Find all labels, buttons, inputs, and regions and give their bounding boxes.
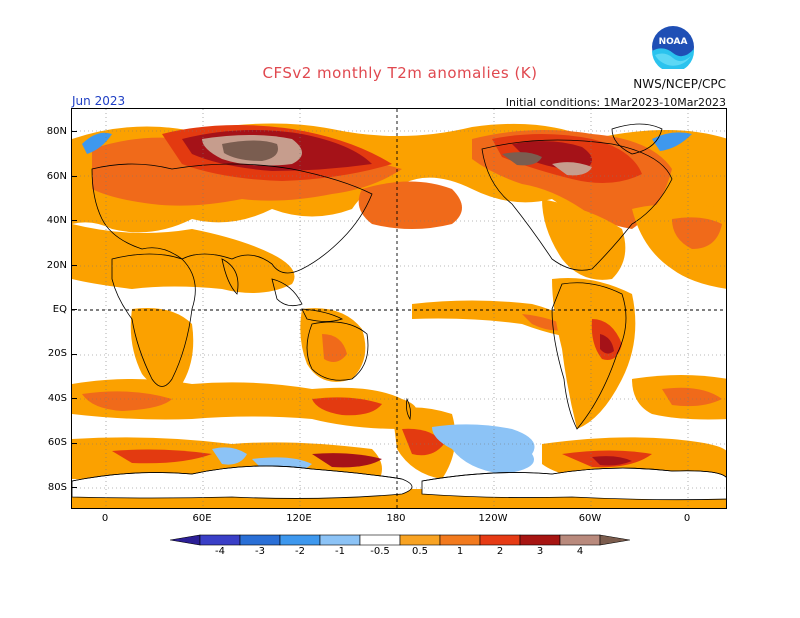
lat-label-20s: 20S	[47, 348, 67, 359]
lat-label-60s: 60S	[47, 437, 67, 448]
colorbar-label-neg4: -4	[215, 546, 225, 557]
noaa-logo-icon: NOAA	[652, 26, 694, 69]
colorbar-label-neg3: -3	[255, 546, 265, 557]
lat-label-80s: 80S	[47, 482, 67, 493]
lon-label-0-west: 0	[101, 513, 109, 524]
lon-label-60e: 60E	[192, 513, 212, 524]
noaa-logo-text: NOAA	[659, 37, 688, 47]
lat-label-60n: 60N	[46, 171, 67, 182]
colorbar-label-1: 1	[456, 546, 464, 557]
lat-label-40n: 40N	[46, 215, 67, 226]
lon-label-120w: 120W	[478, 513, 508, 524]
anomaly-map	[71, 108, 727, 509]
chart-title: CFSv2 monthly T2m anomalies (K)	[262, 64, 538, 82]
lat-label-40s: 40S	[47, 393, 67, 404]
lon-label-60w: 60W	[578, 513, 602, 524]
lon-label-180: 180	[386, 513, 406, 524]
agency-label: NWS/NCEP/CPC	[633, 77, 726, 91]
colorbar	[170, 534, 630, 546]
lon-label-0-east: 0	[683, 513, 691, 524]
colorbar-label-0-5: 0.5	[412, 546, 428, 557]
colorbar-label-3: 3	[536, 546, 544, 557]
colorbar-label-neg2: -2	[295, 546, 305, 557]
colorbar-label-neg1: -1	[335, 546, 345, 557]
initial-conditions: Initial conditions: 1Mar2023-10Mar2023	[505, 96, 726, 109]
lon-label-120e: 120E	[286, 513, 312, 524]
forecast-month: Jun 2023	[72, 94, 126, 108]
lat-label-80n: 80N	[46, 126, 67, 137]
colorbar-label-4: 4	[576, 546, 584, 557]
colorbar-label-2: 2	[496, 546, 504, 557]
lat-label-eq: EQ	[52, 304, 67, 315]
colorbar-label-neg0-5: -0.5	[370, 546, 390, 557]
map-canvas	[72, 109, 726, 508]
lat-label-20n: 20N	[46, 260, 67, 271]
